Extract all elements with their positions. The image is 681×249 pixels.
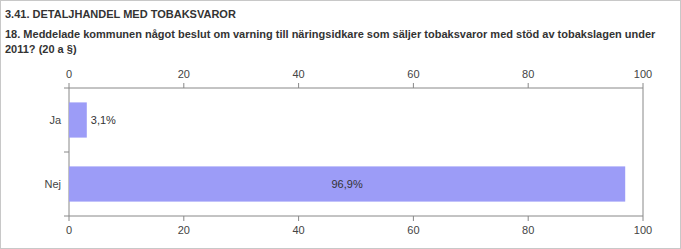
tick-mark (413, 216, 414, 221)
tick-label: 60 (407, 68, 419, 80)
right-frame (643, 88, 644, 216)
tick-label: 0 (66, 68, 72, 80)
title: 18. Meddelade kommunen något beslut om v… (5, 28, 656, 55)
bar (69, 166, 625, 201)
tick-label: 100 (634, 68, 652, 80)
data-label: 96,9% (332, 178, 363, 190)
tick-mark (183, 216, 184, 221)
tick-label: 0 (66, 224, 72, 236)
tick-label: 20 (178, 68, 190, 80)
category-tick (64, 152, 69, 153)
tick-label: 80 (522, 68, 534, 80)
tick-label: 20 (178, 224, 190, 236)
bars (69, 102, 625, 201)
tick-mark (298, 83, 299, 88)
section-title: 3.41. DETALJHANDEL MED TOBAKSVAROR (5, 8, 236, 20)
tick-label: 80 (522, 224, 534, 236)
top-axis (69, 88, 643, 89)
tick-mark (643, 216, 644, 221)
category-tick (64, 88, 69, 89)
tick-mark (643, 83, 644, 88)
category-label: Nej (44, 178, 61, 190)
tick-mark (298, 216, 299, 221)
tick-label: 40 (292, 68, 304, 80)
tick-mark (69, 83, 70, 88)
bar (69, 102, 87, 137)
tick-label: 60 (407, 224, 419, 236)
tick-label: 100 (634, 224, 652, 236)
background (1, 1, 681, 249)
category-label: Ja (49, 114, 62, 126)
chart: 3.41. DETALJHANDEL MED TOBAKSVAROR 18. Me… (0, 0, 681, 249)
bottom-axis (69, 216, 643, 217)
tick-mark (528, 216, 529, 221)
tick-mark (69, 216, 70, 221)
category-tick (64, 216, 69, 217)
tick-mark (183, 83, 184, 88)
data-label: 3,1% (91, 114, 116, 126)
tick-mark (413, 83, 414, 88)
tick-label: 40 (292, 224, 304, 236)
tick-mark (528, 83, 529, 88)
